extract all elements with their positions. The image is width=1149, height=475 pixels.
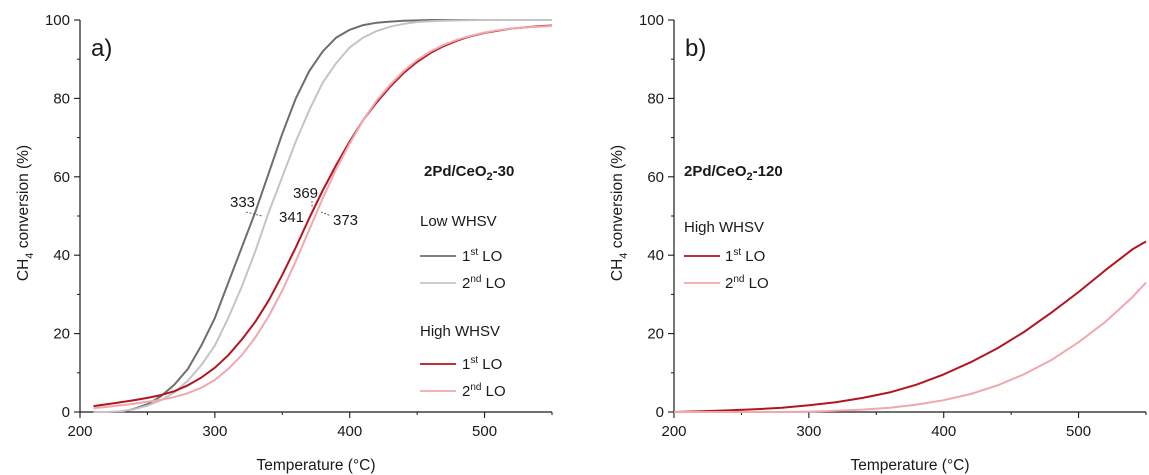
panel-b-x-tick-label: 300 [796, 423, 821, 440]
annotation-333: 333 [230, 194, 255, 211]
panel-a-x-axis-title: Temperature (°C) [256, 457, 375, 474]
legend-label-low-1st: 1st LO [462, 247, 502, 265]
panel-b-y-axis-title: CH4 conversion (%) [609, 145, 630, 281]
legend-label-low-2nd: 2nd LO [462, 274, 506, 292]
legend-label-b-1st: 1st LO [725, 247, 765, 265]
panel-a-x-tick-label: 200 [67, 423, 92, 440]
panel-a-chart: 0 20 40 60 80 100 200 300 400 500 [45, 12, 553, 440]
panel-a-y-tick-label: 60 [53, 169, 70, 186]
panel-b-sample-label: 2Pd/CeO2-120 [684, 163, 783, 183]
legend-group-low-whsv: Low WHSV [420, 213, 497, 230]
panel-b-y-tick-label: 40 [647, 247, 664, 264]
panel-b-chart: 0 20 40 60 80 100 200 300 400 500 [639, 12, 1147, 440]
panel-b-legend: High WHSV 1st LO 2nd LO [684, 219, 769, 292]
panel-a-letter: a) [91, 35, 112, 62]
panel-b-y-tick-label: 80 [647, 90, 664, 107]
legend-label-high-2nd: 2nd LO [462, 382, 506, 400]
legend-group-b-high-whsv: High WHSV [684, 219, 764, 236]
legend-label-b-2nd: 2nd LO [725, 274, 769, 292]
panel-a-x-tick-label: 400 [337, 423, 362, 440]
panel-b-x-tick-label: 500 [1066, 423, 1091, 440]
panel-b-letter: b) [685, 35, 706, 62]
panel-a-y-tick-label: 0 [62, 404, 70, 421]
panel-b-y-tick-label: 60 [647, 169, 664, 186]
annotation-leader-373 [320, 211, 332, 217]
annotation-369: 369 [293, 185, 318, 202]
panel-a-y-tick-label: 20 [53, 326, 70, 343]
panel-b-x-axis-title: Temperature (°C) [850, 457, 969, 474]
legend-group-high-whsv: High WHSV [420, 323, 500, 340]
panel-a-sample-label: 2Pd/CeO2-30 [424, 163, 514, 183]
legend-label-high-1st: 1st LO [462, 355, 502, 373]
panel-b-y-tick-label: 0 [656, 404, 664, 421]
panel-a-y-axis-title: CH4 conversion (%) [15, 145, 36, 281]
panel-b-y-tick-label: 100 [639, 12, 664, 29]
annotation-373: 373 [333, 212, 358, 229]
panel-a-legend: Low WHSV 1st LO 2nd LO High WHSV 1st LO … [420, 213, 506, 400]
panel-a-series-low-whsv-1st-line [93, 19, 552, 413]
annotation-341: 341 [279, 209, 304, 226]
panel-a-y-tick-label: 100 [45, 12, 70, 29]
panel-a-y-tick-label: 80 [53, 90, 70, 107]
panel-a-series-high-whsv-2nd-line [93, 24, 553, 410]
panel-b-x-tick-label: 200 [661, 423, 686, 440]
panel-b-y-tick-label: 20 [647, 326, 664, 343]
panel-a-y-tick-label: 40 [53, 247, 70, 264]
panel-a-x-tick-label: 300 [202, 423, 227, 440]
annotation-leader-333 [245, 211, 263, 217]
panel-b-series-high-whsv-2nd-line [674, 281, 1147, 413]
panel-b-series-high-whsv-1st-line [673, 240, 1147, 413]
panel-a-annotations: 333 341 369 373 [230, 185, 358, 229]
panel-a-x-tick-label: 500 [472, 423, 497, 440]
panel-b-x-tick-label: 400 [931, 423, 956, 440]
